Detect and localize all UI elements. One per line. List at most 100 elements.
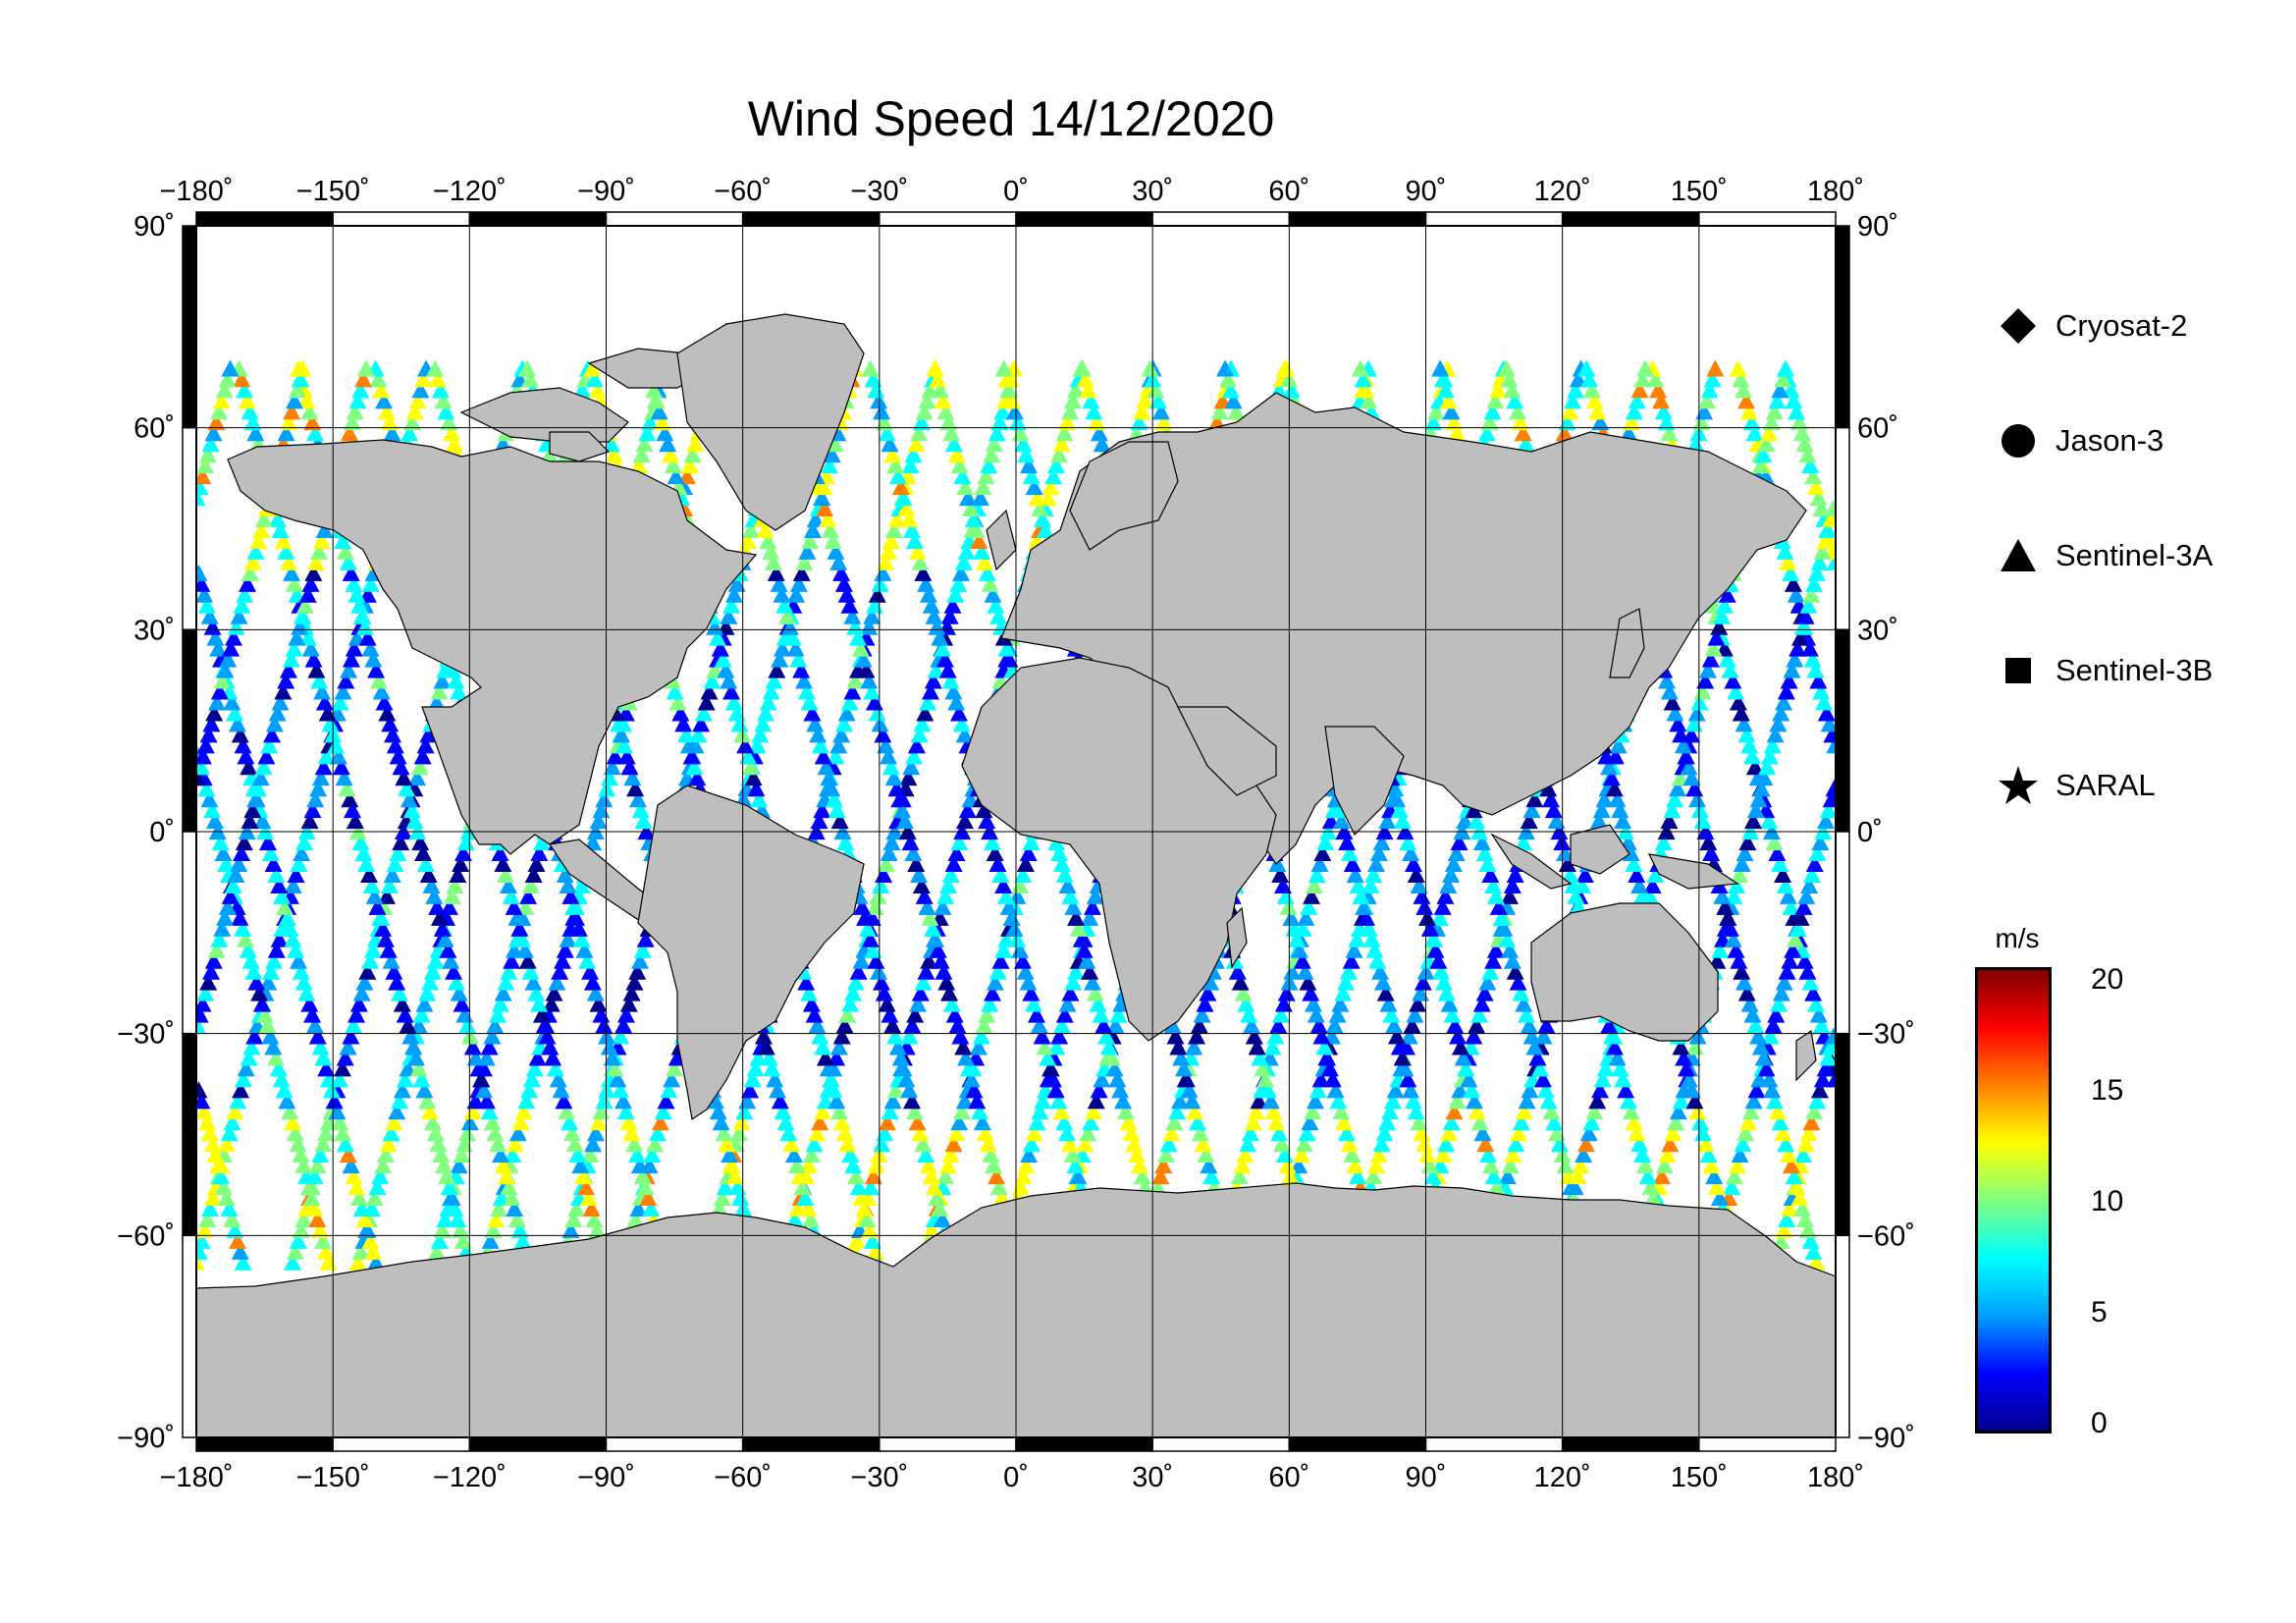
lat-tick-right: −30˚ [1857, 1019, 1915, 1051]
frame-band-bottom [879, 1436, 1017, 1452]
land-new-guinea [1647, 853, 1739, 890]
lat-tick-right: 60˚ [1857, 413, 1898, 445]
frame-band-right [1835, 1032, 1850, 1237]
frame-band-top [879, 211, 1017, 227]
legend-item-sentinel-3b: Sentinel-3B [1993, 641, 2213, 700]
triangle-icon [1993, 530, 2044, 581]
legend-label: SARAL [2056, 768, 2156, 802]
land-greenland [676, 313, 865, 531]
legend-label: Sentinel-3B [2056, 653, 2214, 687]
frame-band-left [182, 225, 197, 429]
frame-band-top [741, 211, 881, 227]
colorbar-unit: m/s [1995, 923, 2040, 953]
frame-band-right [1835, 225, 1850, 429]
land-arctic-islands [459, 387, 629, 443]
lon-tick-bottom: −180˚ [160, 1462, 234, 1493]
land-india [1324, 726, 1405, 837]
land-south-america [637, 784, 865, 1121]
frame-band-bottom [1151, 1436, 1291, 1452]
lat-tick-right: 90˚ [1857, 211, 1898, 243]
colorbar-tick: 10 [2091, 1185, 2124, 1217]
lon-tick-top: −30˚ [850, 176, 908, 207]
lat-tick-right: 0˚ [1857, 817, 1883, 848]
lat-tick-left: −30˚ [117, 1019, 175, 1051]
land-sumatra [1490, 833, 1573, 890]
frame-band-bottom [1424, 1436, 1564, 1452]
frame-band-top [1561, 211, 1700, 227]
frame-border [195, 225, 1837, 1438]
frame-band-top [195, 211, 334, 227]
frame-band-right [1835, 426, 1850, 631]
lon-tick-top: 120˚ [1534, 176, 1591, 207]
tick-labels: −180˚ −180˚ −150˚ −150˚ −120˚ −120˚ −90˚ −90˚ −6… [117, 176, 1915, 1493]
frame-band-bottom [1015, 1436, 1153, 1452]
lon-tick-top: 0˚ [1003, 176, 1029, 207]
lat-tick-left: 90˚ [133, 211, 175, 243]
land-madagascar [1226, 906, 1248, 969]
lat-tick-right: −90˚ [1857, 1423, 1915, 1454]
lon-tick-bottom: −30˚ [850, 1462, 908, 1493]
circle-icon [1993, 415, 2044, 466]
frame-band-top [1424, 211, 1564, 227]
lon-tick-top: 90˚ [1406, 176, 1447, 207]
lon-tick-bottom: 180˚ [1807, 1462, 1864, 1493]
frame-band-right [1835, 1234, 1850, 1438]
frame-band-bottom [1288, 1436, 1427, 1452]
frame-band-bottom [468, 1436, 608, 1452]
colorbar-tick: 15 [2091, 1074, 2124, 1107]
land-arabia [1177, 706, 1277, 796]
legend-label: Cryosat-2 [2056, 308, 2188, 343]
frame-band-bottom [332, 1436, 471, 1452]
lon-tick-top: −150˚ [296, 176, 370, 207]
colorbar [1975, 967, 2052, 1434]
lon-tick-bottom: −90˚ [577, 1462, 635, 1493]
frame-band-right [1835, 628, 1850, 833]
frame-band-bottom [605, 1436, 744, 1452]
frame-band-left [182, 831, 197, 1035]
frame-band-right [1835, 831, 1850, 1035]
square-icon [1993, 645, 2044, 696]
frame-band-top [1015, 211, 1153, 227]
lat-tick-left: 30˚ [133, 615, 175, 646]
frame-band-top [1698, 211, 1837, 227]
frame-band-bottom [1561, 1436, 1700, 1452]
frame-band-top [1288, 211, 1427, 227]
legend-item-saral: SARAL [1993, 756, 2156, 815]
frame-band-bottom [195, 1436, 334, 1452]
frame-band-left [182, 426, 197, 631]
lon-tick-bottom: 30˚ [1132, 1462, 1173, 1493]
land-australia [1530, 902, 1719, 1042]
land-japan [1609, 608, 1645, 678]
legend-item-sentinel-3a: Sentinel-3A [1993, 526, 2213, 585]
colorbar-tick: 20 [2091, 963, 2124, 996]
frame-band-left [182, 1032, 197, 1237]
lon-tick-bottom: −120˚ [433, 1462, 507, 1493]
lat-tick-left: 60˚ [133, 413, 175, 445]
diamond-icon [1993, 300, 2044, 352]
legend-label: Sentinel-3A [2056, 538, 2214, 572]
lat-tick-left: −90˚ [117, 1423, 175, 1454]
frame-band-bottom [1698, 1436, 1837, 1452]
frame-band-top [605, 211, 744, 227]
lon-tick-bottom: 120˚ [1534, 1462, 1591, 1493]
lon-tick-bottom: 90˚ [1406, 1462, 1447, 1493]
frame-band-top [468, 211, 608, 227]
legend-label: Jason-3 [2056, 423, 2164, 458]
lon-tick-bottom: 0˚ [1003, 1462, 1029, 1493]
land-new-zealand [1795, 1029, 1817, 1082]
lon-tick-top: −120˚ [433, 176, 507, 207]
lat-tick-left: 0˚ [149, 817, 175, 848]
lon-tick-bottom: −60˚ [714, 1462, 772, 1493]
frame-band-left [182, 1234, 197, 1438]
lon-tick-top: −60˚ [714, 176, 772, 207]
lat-tick-right: −60˚ [1857, 1220, 1915, 1252]
lon-tick-top: −180˚ [160, 176, 234, 207]
lat-tick-right: 30˚ [1857, 615, 1898, 646]
lon-tick-bottom: 150˚ [1671, 1462, 1728, 1493]
land-eurasia [1000, 392, 1807, 865]
lon-tick-top: 30˚ [1132, 176, 1173, 207]
lon-tick-top: −90˚ [577, 176, 635, 207]
lat-tick-left: −60˚ [117, 1220, 175, 1252]
legend-item-cryosat-2: Cryosat-2 [1993, 297, 2187, 355]
